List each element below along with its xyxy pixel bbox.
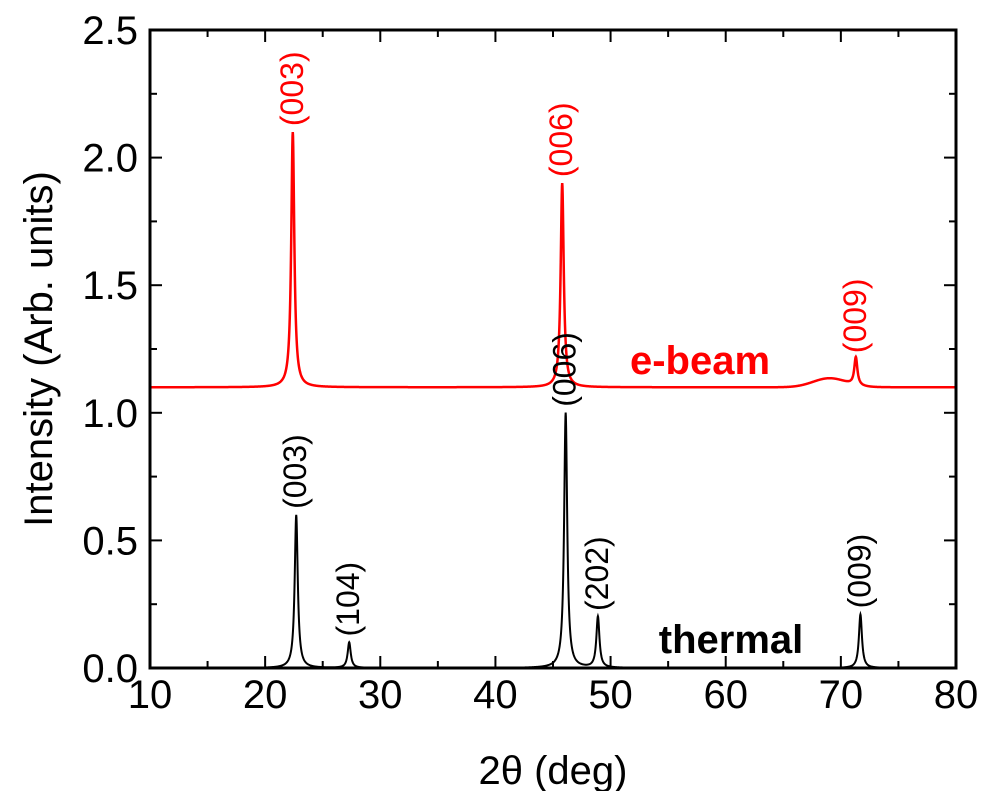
peak-label: (006): [543, 102, 579, 177]
x-tick-label: 80: [934, 673, 979, 717]
series-label-thermal: thermal: [659, 618, 804, 662]
x-tick-label: 20: [243, 673, 288, 717]
peak-label: (009): [837, 278, 873, 353]
y-tick-label: 1.0: [82, 392, 138, 436]
axis-ticks: [149, 29, 957, 669]
peak-labels: (003) (006) (009) (003) (104) (006) (202) (009): [274, 51, 878, 636]
peak-label: (006): [547, 332, 583, 407]
x-tick-label: 40: [473, 673, 518, 717]
tick-labels: 10 20 30 40 50 60 70 80 0.0 0.5 1.0 1.5 2.0 2.5: [82, 9, 978, 717]
peak-label: (202): [579, 536, 615, 611]
y-tick-label: 0.5: [82, 519, 138, 563]
y-tick-label: 0.0: [82, 647, 138, 691]
x-tick-label: 30: [358, 673, 403, 717]
y-tick-label: 2.0: [82, 137, 138, 181]
series-labels: e-beam thermal: [630, 339, 803, 662]
y-axis-title: Intensity (Arb. units): [17, 171, 61, 527]
x-tick-label: 50: [588, 673, 633, 717]
y-tick-label: 1.5: [82, 264, 138, 308]
x-tick-label: 10: [128, 673, 173, 717]
series-line-e-beam: [150, 131, 956, 389]
peak-label: (009): [841, 534, 877, 609]
peak-label: (003): [277, 434, 313, 509]
peak-label: (104): [330, 562, 366, 637]
y-tick-label: 2.5: [82, 9, 138, 53]
x-axis-title: 2θ (deg): [479, 749, 628, 791]
series-line-thermal: [150, 412, 956, 669]
x-tick-label: 60: [703, 673, 748, 717]
peak-label: (003): [274, 51, 310, 126]
series-label-e-beam: e-beam: [630, 339, 770, 383]
x-tick-label: 70: [819, 673, 864, 717]
